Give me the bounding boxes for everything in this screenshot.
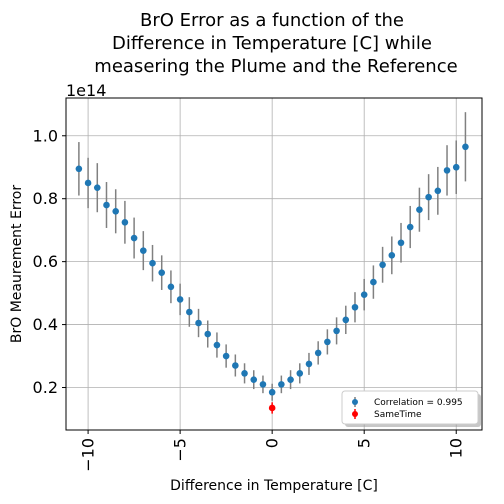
correlation-point xyxy=(406,223,414,231)
correlation-point xyxy=(351,303,359,311)
correlation-point xyxy=(416,206,423,214)
correlation-point xyxy=(342,316,350,324)
legend-correlation-point xyxy=(352,399,358,405)
correlation-point xyxy=(112,207,119,215)
x-tick-label: 10 xyxy=(447,438,466,458)
correlation-point xyxy=(462,143,469,151)
correlation-point xyxy=(130,234,138,242)
legend-label-sametime: SameTime xyxy=(374,410,422,420)
correlation-point xyxy=(140,247,147,254)
correlation-point xyxy=(241,370,248,377)
correlation-point xyxy=(443,167,451,174)
x-axis: −10 −5 0 5 10 xyxy=(79,430,466,472)
x-tick-label: −5 xyxy=(171,438,190,462)
grid xyxy=(66,98,482,430)
correlation-point xyxy=(324,338,331,346)
y-tick-label: 0.8 xyxy=(33,189,58,208)
correlation-point xyxy=(186,308,193,316)
correlation-point xyxy=(305,360,313,368)
correlation-point xyxy=(93,184,101,191)
y-axis: 0.2 0.4 0.6 0.8 1.0 xyxy=(33,126,66,397)
legend-marker-sametime xyxy=(352,409,358,419)
legend-box xyxy=(341,390,479,425)
correlation-point xyxy=(195,319,202,327)
y-tick-label: 0.2 xyxy=(33,378,58,397)
correlation-point xyxy=(360,291,368,298)
correlation-point xyxy=(434,187,442,195)
y-tick-label: 0.6 xyxy=(33,252,58,271)
correlation-point xyxy=(84,179,92,187)
correlation-point xyxy=(388,252,396,259)
correlation-point xyxy=(149,259,156,267)
legend-marker-correlation xyxy=(352,397,358,407)
chart-title-line-1: BrO Error as a function of the xyxy=(140,10,404,31)
correlation-point xyxy=(314,349,322,357)
correlation-point xyxy=(213,341,221,349)
sametime-point xyxy=(268,404,276,412)
correlation-point xyxy=(259,381,267,388)
data-points xyxy=(75,143,469,412)
y-axis-label: BrO Meaurement Error xyxy=(9,185,25,343)
chart-title-line-3: measering the Plume and the Reference xyxy=(94,56,457,77)
correlation-point xyxy=(204,330,212,338)
correlation-point xyxy=(268,388,276,396)
correlation-point xyxy=(287,376,294,383)
correlation-point xyxy=(158,269,166,276)
correlation-point xyxy=(370,278,377,286)
correlation-point xyxy=(121,219,129,226)
correlation-point xyxy=(379,261,386,269)
correlation-point xyxy=(425,193,432,201)
plot-frame xyxy=(65,97,483,431)
correlation-point xyxy=(167,283,175,291)
y-offset-label: 1e14 xyxy=(66,81,106,100)
correlation-point xyxy=(333,327,340,335)
x-axis-label: Difference in Temperature [C] xyxy=(170,478,378,494)
correlation-point xyxy=(296,370,304,377)
correlation-point xyxy=(75,165,83,173)
correlation-point xyxy=(222,352,230,360)
correlation-point xyxy=(176,296,184,303)
y-tick-label: 1.0 xyxy=(33,126,58,145)
legend-sametime-point xyxy=(352,411,358,417)
correlation-point xyxy=(103,201,110,209)
chart-title: BrO Error as a function of the Differenc… xyxy=(94,10,457,77)
correlation-point xyxy=(250,376,258,383)
x-tick-label: 5 xyxy=(355,438,374,448)
y-tick-label: 0.4 xyxy=(33,315,58,334)
correlation-point xyxy=(232,362,239,369)
correlation-point xyxy=(397,239,405,247)
x-tick-label: 0 xyxy=(263,438,282,448)
chart-title-line-2: Difference in Temperature [C] while xyxy=(112,33,432,54)
legend-label-correlation: Correlation = 0.995 xyxy=(374,398,463,408)
correlation-point xyxy=(452,163,460,171)
correlation-point xyxy=(278,381,285,388)
legend: Correlation = 0.995 SameTime xyxy=(341,390,481,427)
x-tick-label: −10 xyxy=(79,438,98,472)
